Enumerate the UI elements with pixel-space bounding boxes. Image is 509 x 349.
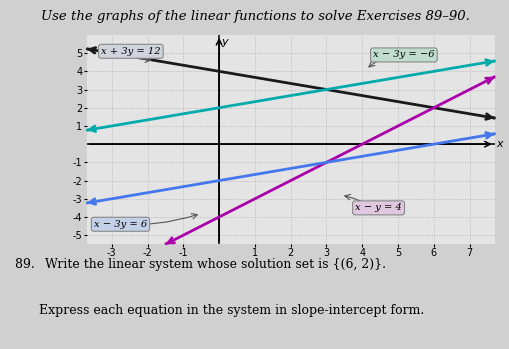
Text: Express each equation in the system in slope-intercept form.: Express each equation in the system in s… [15, 304, 423, 317]
Text: x: x [496, 139, 502, 149]
Text: Use the graphs of the linear functions to solve Exercises 89–90.: Use the graphs of the linear functions t… [41, 10, 468, 23]
Text: x − 3y = 6: x − 3y = 6 [94, 220, 147, 229]
Text: x − y = 4: x − y = 4 [354, 203, 401, 213]
Text: x + 3y = 12: x + 3y = 12 [101, 47, 160, 56]
Text: y: y [220, 37, 227, 47]
Text: x − 3y = −6: x − 3y = −6 [372, 50, 434, 59]
Text: 89.  Write the linear system whose solution set is {(6, 2)}.: 89. Write the linear system whose soluti… [15, 258, 385, 271]
